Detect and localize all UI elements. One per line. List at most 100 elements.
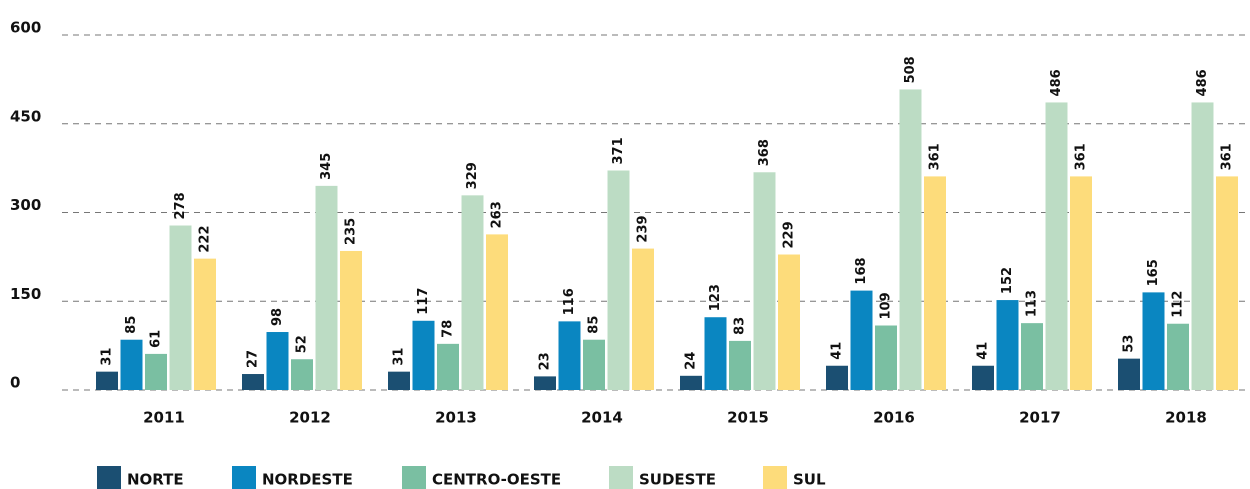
value-label: 78 <box>441 320 456 338</box>
legend-swatch <box>609 466 633 489</box>
value-label: 53 <box>1122 335 1137 353</box>
bar <box>729 340 751 390</box>
x-tick-label: 2018 <box>1165 409 1207 427</box>
legend-label: NORDESTE <box>262 471 353 489</box>
bar <box>461 195 484 390</box>
x-tick-label: 2016 <box>873 409 915 427</box>
bar <box>291 359 313 390</box>
y-tick-label: 150 <box>10 285 41 303</box>
bar <box>96 371 118 390</box>
bar <box>412 320 435 390</box>
value-label: 31 <box>392 348 407 366</box>
x-tick-label: 2015 <box>727 409 769 427</box>
value-label: 486 <box>1049 69 1064 96</box>
bar <box>266 332 289 390</box>
bar <box>1167 323 1189 390</box>
value-label: 229 <box>782 221 797 248</box>
x-tick-label: 2014 <box>581 409 623 427</box>
legend-swatch <box>763 466 787 489</box>
value-label: 239 <box>636 215 651 242</box>
value-label: 263 <box>490 201 505 228</box>
value-label: 235 <box>344 218 359 245</box>
bar <box>972 365 994 390</box>
legend-label: NORTE <box>127 471 184 489</box>
value-label: 329 <box>465 162 480 189</box>
bar <box>680 375 702 390</box>
legend-swatch <box>97 466 121 489</box>
bar <box>899 89 922 390</box>
x-tick-label: 2013 <box>435 409 477 427</box>
legend-swatch <box>232 466 256 489</box>
value-label: 52 <box>295 335 310 353</box>
x-tick-label: 2012 <box>289 409 331 427</box>
value-label: 85 <box>587 316 602 334</box>
value-label: 222 <box>198 226 213 253</box>
value-label: 508 <box>903 56 918 83</box>
value-label: 165 <box>1146 259 1161 286</box>
y-tick-label: 300 <box>10 196 41 214</box>
bar <box>194 258 216 390</box>
value-label: 361 <box>1220 143 1235 170</box>
bar <box>534 376 556 390</box>
value-label: 345 <box>319 153 334 180</box>
bar <box>437 343 459 390</box>
bar <box>924 176 946 390</box>
value-label: 152 <box>1000 267 1015 294</box>
bar <box>1118 358 1140 390</box>
value-label: 371 <box>611 137 626 164</box>
value-label: 168 <box>854 257 869 284</box>
value-label: 368 <box>757 139 772 166</box>
value-label: 41 <box>830 342 845 360</box>
bar <box>486 234 508 390</box>
bar <box>1070 176 1092 390</box>
bar <box>120 339 143 390</box>
bar <box>558 321 581 390</box>
value-label: 123 <box>708 284 723 311</box>
bar <box>1142 292 1165 390</box>
bar <box>632 248 654 390</box>
bar <box>315 185 338 390</box>
value-label: 486 <box>1195 69 1210 96</box>
value-label: 361 <box>1074 143 1089 170</box>
value-label: 41 <box>976 342 991 360</box>
value-label: 23 <box>538 352 553 370</box>
bar <box>996 300 1019 390</box>
value-label: 98 <box>270 308 285 326</box>
bar <box>875 325 897 390</box>
bar <box>704 317 727 390</box>
value-label: 27 <box>246 350 261 368</box>
value-label: 278 <box>173 192 188 219</box>
bar <box>1021 323 1043 390</box>
bar <box>169 225 192 390</box>
bar <box>1216 176 1238 390</box>
value-label: 361 <box>928 143 943 170</box>
x-tick-label: 2011 <box>143 409 185 427</box>
legend-swatch <box>402 466 426 489</box>
bar <box>778 254 800 390</box>
value-label: 117 <box>416 288 431 315</box>
bar <box>607 170 630 390</box>
bar <box>388 371 410 390</box>
value-label: 24 <box>684 352 699 370</box>
y-tick-label: 600 <box>10 19 41 37</box>
bar <box>1045 102 1068 390</box>
value-label: 61 <box>149 330 164 348</box>
bar <box>145 353 167 390</box>
y-tick-label: 0 <box>10 374 20 392</box>
bar <box>753 172 776 390</box>
value-label: 109 <box>879 292 894 319</box>
bar <box>340 250 362 390</box>
value-label: 116 <box>562 288 577 315</box>
x-tick-label: 2017 <box>1019 409 1061 427</box>
value-label: 83 <box>733 317 748 335</box>
bar <box>850 290 873 390</box>
bar <box>242 374 264 390</box>
legend-label: SUL <box>793 471 826 489</box>
value-label: 85 <box>124 316 139 334</box>
bar <box>1191 102 1214 390</box>
legend-label: CENTRO-OESTE <box>432 471 561 489</box>
bar <box>583 339 605 390</box>
value-label: 112 <box>1171 291 1186 318</box>
bar <box>826 365 848 390</box>
